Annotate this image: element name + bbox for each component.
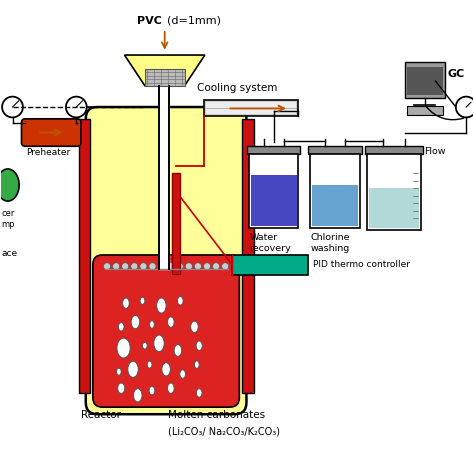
Circle shape	[194, 263, 201, 270]
Bar	[407, 106, 443, 115]
Bar	[407, 67, 443, 95]
Circle shape	[185, 263, 192, 270]
Bar	[310, 155, 360, 228]
Ellipse shape	[123, 298, 129, 309]
Bar	[172, 173, 180, 274]
Circle shape	[167, 263, 174, 270]
Bar	[204, 100, 299, 117]
Text: (Li₂CO₃/ Na₂CO₃/K₂CO₃): (Li₂CO₃/ Na₂CO₃/K₂CO₃)	[168, 427, 281, 437]
Ellipse shape	[180, 370, 185, 378]
Text: PID thermo controller: PID thermo controller	[313, 260, 410, 269]
Ellipse shape	[140, 297, 145, 304]
Circle shape	[176, 263, 183, 270]
Ellipse shape	[150, 320, 155, 328]
Text: Cooling system: Cooling system	[197, 83, 277, 93]
Ellipse shape	[177, 297, 183, 305]
Bar	[365, 146, 423, 155]
Ellipse shape	[143, 342, 147, 349]
Circle shape	[103, 263, 110, 270]
Ellipse shape	[117, 368, 121, 375]
Circle shape	[212, 263, 219, 270]
Ellipse shape	[154, 335, 164, 352]
Ellipse shape	[0, 169, 19, 201]
Circle shape	[113, 263, 119, 270]
Circle shape	[158, 263, 165, 270]
Bar	[405, 62, 445, 98]
Bar	[312, 185, 358, 226]
Text: PVC: PVC	[137, 16, 162, 26]
Text: ace: ace	[1, 249, 18, 258]
Ellipse shape	[167, 317, 174, 327]
Ellipse shape	[194, 361, 199, 368]
FancyBboxPatch shape	[86, 107, 246, 414]
Ellipse shape	[156, 298, 166, 313]
FancyBboxPatch shape	[21, 119, 81, 146]
Polygon shape	[125, 55, 205, 86]
Circle shape	[140, 263, 147, 270]
Bar	[249, 155, 299, 228]
Circle shape	[2, 97, 23, 118]
Circle shape	[203, 263, 210, 270]
Text: GC: GC	[447, 69, 465, 79]
Bar	[206, 102, 296, 114]
Bar	[369, 188, 419, 228]
Bar	[232, 255, 308, 275]
Bar	[79, 119, 91, 393]
Ellipse shape	[196, 389, 202, 397]
Ellipse shape	[117, 338, 130, 358]
Circle shape	[66, 97, 87, 118]
Bar	[309, 146, 362, 155]
Ellipse shape	[134, 389, 142, 402]
Text: Water
recovery: Water recovery	[249, 233, 291, 253]
Ellipse shape	[147, 361, 152, 368]
Circle shape	[222, 263, 229, 270]
Ellipse shape	[191, 321, 198, 332]
Ellipse shape	[118, 383, 125, 393]
Bar	[247, 146, 301, 155]
Circle shape	[456, 97, 474, 118]
Ellipse shape	[196, 341, 202, 350]
Bar	[145, 69, 184, 86]
Ellipse shape	[118, 322, 124, 331]
Circle shape	[131, 263, 138, 270]
Text: Chlorine
washing: Chlorine washing	[311, 233, 350, 253]
Bar	[367, 155, 421, 230]
Ellipse shape	[149, 386, 155, 395]
Ellipse shape	[162, 363, 170, 376]
Text: mp: mp	[1, 220, 15, 229]
Text: Flow: Flow	[424, 147, 445, 156]
Circle shape	[149, 263, 156, 270]
Bar	[251, 175, 297, 226]
Ellipse shape	[167, 383, 174, 393]
Text: Molten carbonates: Molten carbonates	[168, 410, 265, 419]
Ellipse shape	[131, 316, 140, 328]
Text: Reactor: Reactor	[81, 410, 121, 419]
Text: cer: cer	[1, 209, 15, 218]
FancyBboxPatch shape	[93, 255, 239, 407]
Ellipse shape	[128, 361, 138, 377]
Ellipse shape	[174, 345, 182, 356]
Text: Preheater: Preheater	[26, 148, 71, 157]
Circle shape	[122, 263, 129, 270]
Text: (d=1mm): (d=1mm)	[167, 16, 221, 26]
Bar	[242, 119, 254, 393]
